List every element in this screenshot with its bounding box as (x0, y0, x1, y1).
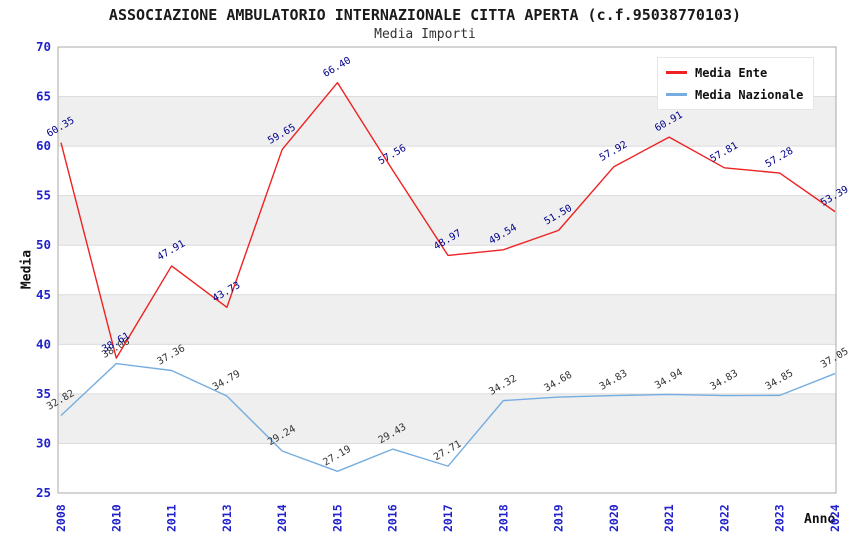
data-label: 37.05 (819, 346, 850, 371)
y-tick-label: 60 (36, 138, 51, 153)
legend: Media Ente Media Nazionale (657, 57, 815, 110)
data-label: 34.68 (543, 370, 575, 395)
x-tick-label: 2024 (828, 504, 842, 532)
x-tick-label: 2014 (275, 504, 289, 532)
background-band (58, 393, 836, 444)
x-tick-label: 2018 (496, 504, 510, 532)
series-line-media-ente (60, 81, 836, 359)
data-label: 34.85 (764, 368, 796, 393)
x-tick-label: 2008 (54, 504, 68, 532)
data-label: 34.79 (211, 369, 243, 394)
legend-label: Media Nazionale (695, 87, 804, 102)
data-label: 37.36 (156, 343, 188, 368)
y-tick-label: 25 (36, 485, 51, 500)
x-axis-title: Anno (804, 512, 836, 527)
background-band (58, 195, 836, 246)
x-tick-label: 2010 (109, 504, 123, 532)
legend-swatch-icon (666, 71, 687, 74)
plot-frame (57, 46, 837, 494)
data-label: 34.83 (598, 368, 630, 393)
data-label: 34.83 (708, 368, 740, 393)
y-tick-label: 55 (36, 188, 51, 203)
x-tick-label: 2019 (552, 504, 566, 532)
y-tick-label: 40 (36, 336, 51, 351)
x-tick-label: 2021 (662, 504, 676, 532)
data-label: 66.40 (321, 55, 353, 80)
data-label: 57.28 (764, 146, 796, 171)
chart-subtitle: Media Importi (374, 27, 476, 42)
background-band (58, 294, 836, 345)
y-tick-label: 70 (36, 39, 51, 54)
x-tick-label: 2017 (441, 504, 455, 532)
legend-item-media-ente: Media Ente (666, 63, 803, 82)
data-label: 27.19 (321, 444, 353, 469)
x-tick-label: 2020 (607, 504, 621, 532)
x-tick-label: 2016 (386, 504, 400, 532)
x-tick-label: 2022 (717, 504, 731, 532)
x-tick-label: 2013 (220, 504, 234, 532)
y-tick-label: 35 (36, 386, 51, 401)
x-tick-label: 2023 (773, 504, 787, 532)
y-tick-label: 30 (36, 435, 51, 450)
legend-item-media-nazionale: Media Nazionale (666, 85, 803, 104)
series-line-media-nazionale (60, 362, 836, 472)
chart-title: ASSOCIAZIONE AMBULATORIO INTERNAZIONALE … (108, 6, 742, 24)
y-tick-label: 50 (36, 237, 51, 252)
data-label: 34.94 (653, 367, 685, 392)
legend-label: Media Ente (695, 65, 768, 80)
x-tick-label: 2011 (165, 504, 179, 532)
legend-swatch-icon (666, 93, 687, 96)
x-tick-label: 2015 (330, 504, 344, 532)
y-tick-label: 45 (36, 287, 51, 302)
y-tick-label: 65 (36, 89, 51, 104)
